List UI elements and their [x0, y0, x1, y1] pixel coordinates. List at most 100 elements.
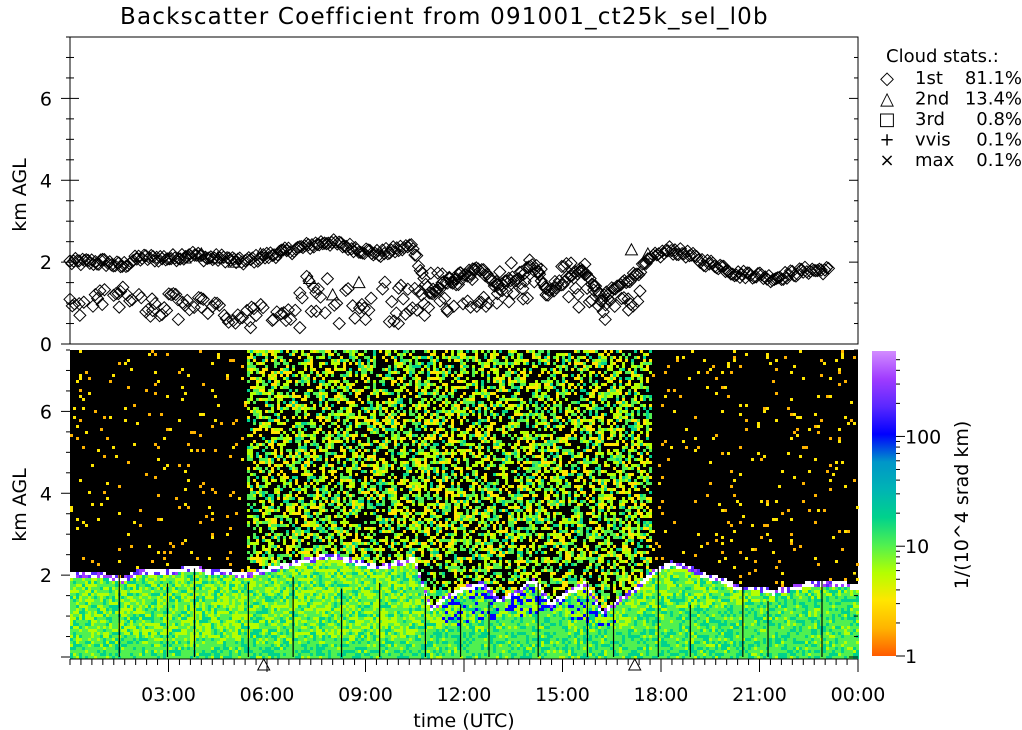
- heatmap-cell: [160, 590, 163, 593]
- heatmap-cell: [121, 635, 124, 638]
- heatmap-cell: [325, 575, 328, 578]
- heatmap-cell: [142, 617, 145, 620]
- heatmap-cell: [259, 611, 262, 614]
- heatmap-cell: [229, 593, 232, 596]
- cloud-diamond-point: [204, 250, 218, 264]
- cloud-diamond-point: [148, 296, 162, 311]
- heatmap-cell: [343, 389, 346, 392]
- heatmap-cell: [112, 641, 115, 644]
- heatmap-cell: [271, 596, 274, 599]
- heatmap-cell: [166, 656, 169, 659]
- heatmap-cell: [250, 653, 253, 656]
- heatmap-cell: [160, 602, 163, 605]
- heatmap-cell: [187, 623, 190, 626]
- heatmap-cell: [124, 602, 127, 605]
- heatmap-cell: [280, 587, 283, 590]
- cloud-diamond-point: [95, 252, 110, 267]
- heatmap-cell: [130, 572, 133, 575]
- cloud-diamond-point: [421, 300, 436, 315]
- heatmap-cell: [295, 389, 298, 392]
- heatmap-cell: [178, 605, 181, 608]
- heatmap-cell: [325, 515, 328, 518]
- heatmap-cell: [271, 599, 274, 602]
- cloud-diamond-point: [488, 276, 502, 290]
- heatmap-cell: [331, 656, 334, 659]
- heatmap-cell: [157, 587, 160, 590]
- heatmap-cell: [199, 566, 202, 569]
- heatmap-cell: [79, 617, 82, 620]
- heatmap-cell: [286, 476, 289, 479]
- heatmap-cell: [76, 623, 79, 626]
- heatmap-cell: [187, 374, 190, 377]
- heatmap-cell: [154, 575, 157, 578]
- heatmap-cell: [145, 623, 148, 626]
- heatmap-cell: [115, 599, 118, 602]
- heatmap-cell: [301, 572, 304, 575]
- heatmap-cell: [265, 575, 268, 578]
- heatmap-cell: [268, 629, 271, 632]
- heatmap-cell: [271, 506, 274, 509]
- heatmap-cell: [283, 617, 286, 620]
- heatmap-cell: [310, 494, 313, 497]
- heatmap-cell: [253, 614, 256, 617]
- cloud-diamond-point: [641, 252, 655, 266]
- heatmap-cell: [325, 458, 328, 461]
- heatmap-cell: [217, 617, 220, 620]
- heatmap-cell: [250, 368, 253, 371]
- heatmap-cell: [295, 611, 298, 614]
- heatmap-cell: [256, 632, 259, 635]
- heatmap-cell: [226, 599, 229, 602]
- heatmap-cell: [175, 614, 178, 617]
- heatmap-cell: [295, 521, 298, 524]
- heatmap-cell: [331, 446, 334, 449]
- heatmap-cell: [241, 650, 244, 653]
- heatmap-cell: [253, 548, 256, 551]
- heatmap-cell: [73, 617, 76, 620]
- heatmap-cell: [343, 542, 346, 545]
- heatmap-cell: [184, 596, 187, 599]
- heatmap-cell: [283, 623, 286, 626]
- heatmap-cell: [151, 587, 154, 590]
- heatmap-cell: [76, 527, 79, 530]
- heatmap-cell: [91, 584, 94, 587]
- heatmap-cell: [319, 446, 322, 449]
- heatmap-cell: [175, 629, 178, 632]
- heatmap-cell: [322, 650, 325, 653]
- heatmap-cell: [331, 509, 334, 512]
- heatmap-cell: [97, 608, 100, 611]
- heatmap-cell: [274, 602, 277, 605]
- heatmap-cell: [175, 647, 178, 650]
- heatmap-cell: [334, 587, 337, 590]
- heatmap-cell: [313, 512, 316, 515]
- heatmap-cell: [343, 548, 346, 551]
- heatmap-cell: [265, 596, 268, 599]
- heatmap-cell: [301, 581, 304, 584]
- heatmap-cell: [334, 524, 337, 527]
- heatmap-cell: [217, 602, 220, 605]
- heatmap-cell: [88, 602, 91, 605]
- heatmap-cell: [91, 644, 94, 647]
- cloud-diamond-point: [516, 292, 530, 306]
- heatmap-cell: [292, 524, 295, 527]
- heatmap-cell: [157, 653, 160, 656]
- heatmap-cell: [184, 470, 187, 473]
- heatmap-cell: [316, 533, 319, 536]
- heatmap-cell: [265, 551, 268, 554]
- cloud-diamond-point: [194, 291, 208, 305]
- heatmap-cell: [205, 578, 208, 581]
- heatmap-cell: [295, 644, 298, 647]
- heatmap-cell: [283, 371, 286, 374]
- heatmap-cell: [265, 452, 268, 455]
- cloud-diamond-point: [633, 284, 647, 298]
- heatmap-cell: [157, 380, 160, 383]
- heatmap-cell: [271, 467, 274, 470]
- heatmap-cell: [304, 584, 307, 587]
- heatmap-cell: [172, 632, 175, 635]
- heatmap-cell: [247, 455, 250, 458]
- heatmap-cell: [250, 593, 253, 596]
- heatmap-cell: [316, 386, 319, 389]
- heatmap-cell: [280, 410, 283, 413]
- heatmap-cell: [157, 593, 160, 596]
- heatmap-cell: [310, 368, 313, 371]
- heatmap-cell: [97, 614, 100, 617]
